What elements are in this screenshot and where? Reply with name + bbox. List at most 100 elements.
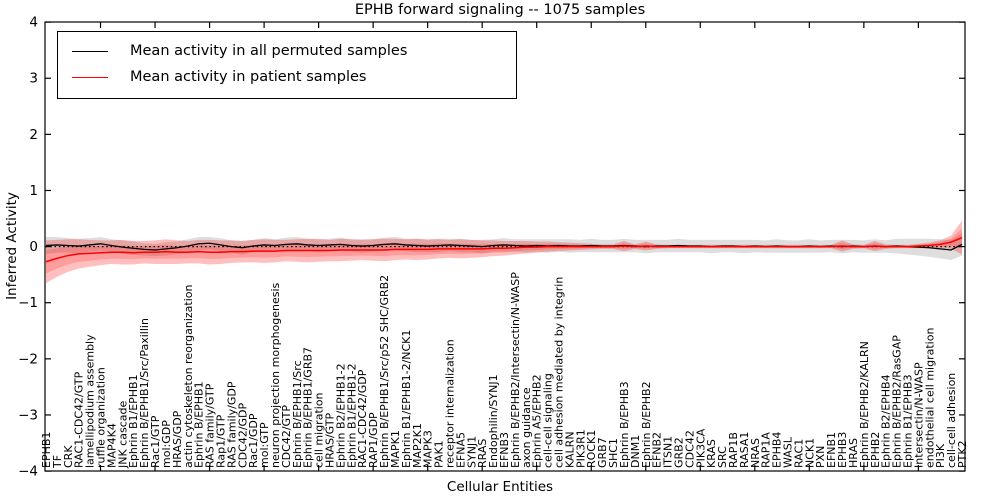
x-category-label: endothelial cell migration — [923, 328, 936, 468]
x-category-label: mol:GDP — [160, 420, 173, 468]
x-category-label: Rap1/GTP — [214, 414, 227, 468]
x-category-label: EFNB3 — [498, 432, 511, 468]
x-category-label: PTK2 — [956, 440, 969, 468]
x-category-label: KRAS — [705, 439, 718, 468]
x-category-label: WASL — [782, 436, 795, 468]
x-category-label: EFNB1 — [825, 432, 838, 468]
x-category-label: PI3K — [934, 443, 947, 468]
x-category-label: TF — [51, 455, 64, 469]
x-category-label: Ephrin B2/EPHB4 — [880, 374, 893, 468]
patient-band — [46, 220, 962, 284]
x-category-label: RAC1 — [792, 439, 805, 468]
y-tick-label: −4 — [18, 464, 38, 480]
x-category-label: Ephrin A5/EPHB2 — [531, 374, 544, 468]
patient-band-inner — [46, 228, 962, 274]
x-category-label: Ephrin B/EPHB2/Intersectin/N-WASP — [509, 272, 522, 468]
x-category-label: JNK cascade — [116, 401, 129, 469]
x-category-label: CDC42/GTP — [280, 405, 293, 468]
y-tick-label: −2 — [18, 351, 38, 367]
x-category-label: EPHB3 — [836, 432, 849, 468]
x-category-label: Ephrin B1/EPHB1 — [127, 374, 140, 468]
y-tick-label: 3 — [29, 71, 38, 87]
x-category-label: PIK3R1 — [574, 429, 587, 468]
x-category-label: Ephrin B/EPHB1/GRB7 — [302, 347, 315, 468]
x-category-label: RAP1B — [727, 432, 740, 468]
x-category-label: cell adhesion mediated by integrin — [553, 277, 566, 468]
x-category-label: lamellipodium assembly — [84, 334, 97, 468]
x-category-label: EPHB1 — [40, 432, 53, 468]
x-category-label: Ephrin B2/EPHB1-2 — [334, 363, 347, 468]
x-category-label: EPHB2 — [869, 432, 882, 468]
legend-item-permuted: Mean activity in all permuted samples — [58, 38, 516, 64]
x-category-label: HRAS/GDP — [171, 410, 184, 468]
y-tick-label: 0 — [29, 239, 38, 255]
x-category-label: NRAS — [749, 438, 762, 468]
patient-line-swatch — [72, 76, 108, 78]
y-tick-label: 2 — [29, 127, 38, 143]
x-category-label: RAS family/GDP — [225, 381, 238, 468]
chart-title: EPHB forward signaling -- 1075 samples — [354, 2, 646, 18]
x-category-label: receptor internalization — [443, 339, 456, 468]
x-category-label: MAP4K4 — [105, 423, 118, 468]
x-category-label: HRAS/GTP — [324, 412, 337, 468]
legend-item-patient: Mean activity in patient samples — [58, 64, 516, 90]
x-category-label: Rac1/GDP — [247, 413, 260, 468]
x-category-label: DNM1 — [629, 435, 642, 468]
x-category-label: PIK3CA — [694, 428, 707, 468]
x-category-label: CRK — [62, 445, 75, 468]
x-category-label: Ephrin B/EPHB1/Src/Paxillin — [138, 318, 151, 468]
x-category-label: RAP1A — [760, 432, 773, 468]
x-category-label: ROCK1 — [585, 430, 598, 468]
x-axis-label: Cellular Entities — [446, 479, 554, 495]
x-category-label: Ephrin B/EPHB1/Src — [291, 360, 304, 468]
x-category-label: Ephrin B/EPHB2/KALRN — [858, 341, 871, 468]
x-category-label: cell-cell adhesion — [945, 373, 958, 468]
x-category-label: HRAS — [847, 438, 860, 468]
x-category-label: Ephrin B/EPHB3 — [618, 381, 631, 468]
x-category-label: KALRN — [563, 431, 576, 468]
x-category-label: actin cytoskeleton reorganization — [182, 284, 195, 468]
x-category-label: RRAS — [476, 439, 489, 468]
x-category-label: RAS family/GTP — [204, 383, 217, 468]
x-category-label: GRB7 — [596, 437, 609, 468]
x-category-label: NCK1 — [803, 438, 816, 468]
x-category-label: CDC42 — [683, 430, 696, 468]
x-category-label: ITSN1 — [662, 436, 675, 468]
patient-mean-line — [45, 236, 963, 263]
x-category-label: Ephrin B/EPHB1 — [193, 381, 206, 468]
x-category-label: Ephrin B/EPHB2 — [640, 381, 653, 468]
x-category-label: MAPK3 — [422, 430, 435, 468]
x-category-label: cell-cell signaling — [542, 373, 555, 468]
x-category-label: cell migration — [313, 392, 326, 468]
y-tick-label: 4 — [29, 15, 38, 31]
legend: Mean activity in all permuted samples Me… — [57, 31, 517, 99]
x-category-label: EFNB2 — [651, 432, 664, 468]
x-category-label: EPHB4 — [771, 432, 784, 468]
y-tick-label: −1 — [18, 295, 38, 311]
legend-label-patient: Mean activity in patient samples — [130, 69, 367, 85]
x-category-label: MAP2K1 — [411, 423, 424, 468]
x-category-label: SRC — [716, 446, 729, 468]
x-category-label: Ephrin B1/EPHB1-2/NCK1 — [400, 330, 413, 468]
x-category-label: CDC42/GDP — [236, 402, 249, 468]
x-category-label: RAC1-CDC42/GDP — [356, 369, 369, 468]
permuted-line-swatch — [72, 50, 108, 52]
y-tick-label: 1 — [29, 183, 38, 199]
x-category-label: ruffle organization — [95, 367, 108, 468]
x-category-label: EFNA5 — [454, 432, 467, 468]
x-category-label: Rac1/GTP — [149, 415, 162, 468]
x-category-label: SHC1 — [607, 438, 620, 468]
x-category-label: Intersectin/N-WASP — [912, 362, 925, 468]
x-category-label: Ephrin B/EPHB2/RasGAP — [891, 335, 904, 468]
x-category-label: RASA1 — [738, 432, 751, 468]
x-category-label: neuron projection morphogenesis — [269, 282, 282, 468]
x-category-label: MAPK1 — [389, 430, 402, 468]
x-category-label: PXN — [814, 446, 827, 468]
x-category-label: GRB2 — [672, 437, 685, 468]
x-category-label: SYNJ1 — [465, 436, 478, 468]
x-category-label: Endophilin/SYNJ1 — [487, 374, 500, 468]
legend-label-permuted: Mean activity in all permuted samples — [130, 43, 408, 59]
x-category-label: RAP1/GDP — [367, 412, 380, 468]
